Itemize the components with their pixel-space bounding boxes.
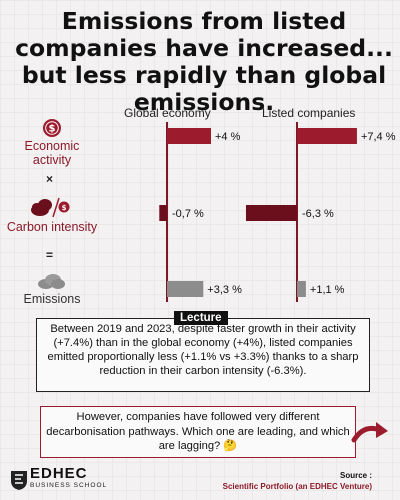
row-label-activity: Economic activity — [6, 139, 98, 167]
bar-global-activity — [167, 128, 211, 144]
logo-sub-text: BUSINESS SCHOOL — [30, 482, 108, 489]
curved-arrow-icon — [350, 418, 390, 444]
bar-chart: +4 % -0,7 % +3,3 % +7,4 % -6,3 % +1,1 % — [159, 122, 396, 302]
source-note: Source : Scientific Portfolio (an EDHEC … — [223, 470, 372, 492]
data-label-listed-emissions: +1,1 % — [310, 284, 345, 296]
co2-cloud-icon: $ — [28, 196, 70, 218]
row-label-activity-text: Economic activity — [24, 139, 80, 167]
question-text: However, companies have followed very di… — [46, 411, 350, 452]
panel-header-global: Global economy — [124, 106, 211, 120]
bar-listed-intensity — [245, 205, 297, 221]
question-box — [40, 406, 356, 458]
row-label-emissions: Emissions — [23, 292, 81, 306]
data-label-global-intensity: -0,7 % — [172, 208, 204, 220]
data-label-global-activity: +4 % — [215, 131, 241, 143]
data-label-listed-intensity: -6,3 % — [302, 208, 334, 220]
page-title: Emissions from listed companies have inc… — [15, 7, 393, 116]
row-label-intensity: Carbon intensity — [6, 220, 98, 234]
lecture-text: Between 2019 and 2023, despite faster gr… — [47, 323, 359, 377]
bar-global-intensity — [159, 205, 167, 221]
bar-global-emissions — [167, 281, 204, 297]
edhec-shield-icon — [11, 471, 27, 490]
bar-listed-activity — [297, 128, 357, 144]
operator-multiply: × — [46, 172, 54, 186]
svg-text:$: $ — [49, 124, 56, 135]
dollar-coin-icon: $ — [42, 118, 62, 138]
lecture-tag: Lecture — [174, 311, 228, 325]
logo-main-text: EDHEC — [30, 465, 88, 482]
data-label-global-emissions: +3,3 % — [207, 284, 242, 296]
row-label-intensity-text: Carbon intensity — [6, 220, 98, 234]
data-label-listed-activity: +7,4 % — [361, 131, 396, 143]
source-label: Source : — [339, 471, 372, 480]
source-value: Scientific Portfolio (an EDHEC Venture) — [222, 482, 372, 491]
lecture-box — [36, 318, 370, 392]
panel-header-listed: Listed companies — [262, 106, 356, 120]
svg-text:$: $ — [62, 204, 67, 212]
smoke-cloud-icon — [36, 272, 66, 290]
bar-listed-emissions — [297, 281, 306, 297]
operator-equals: = — [46, 248, 54, 262]
edhec-logo: EDHEC BUSINESS SCHOOL — [8, 465, 108, 492]
